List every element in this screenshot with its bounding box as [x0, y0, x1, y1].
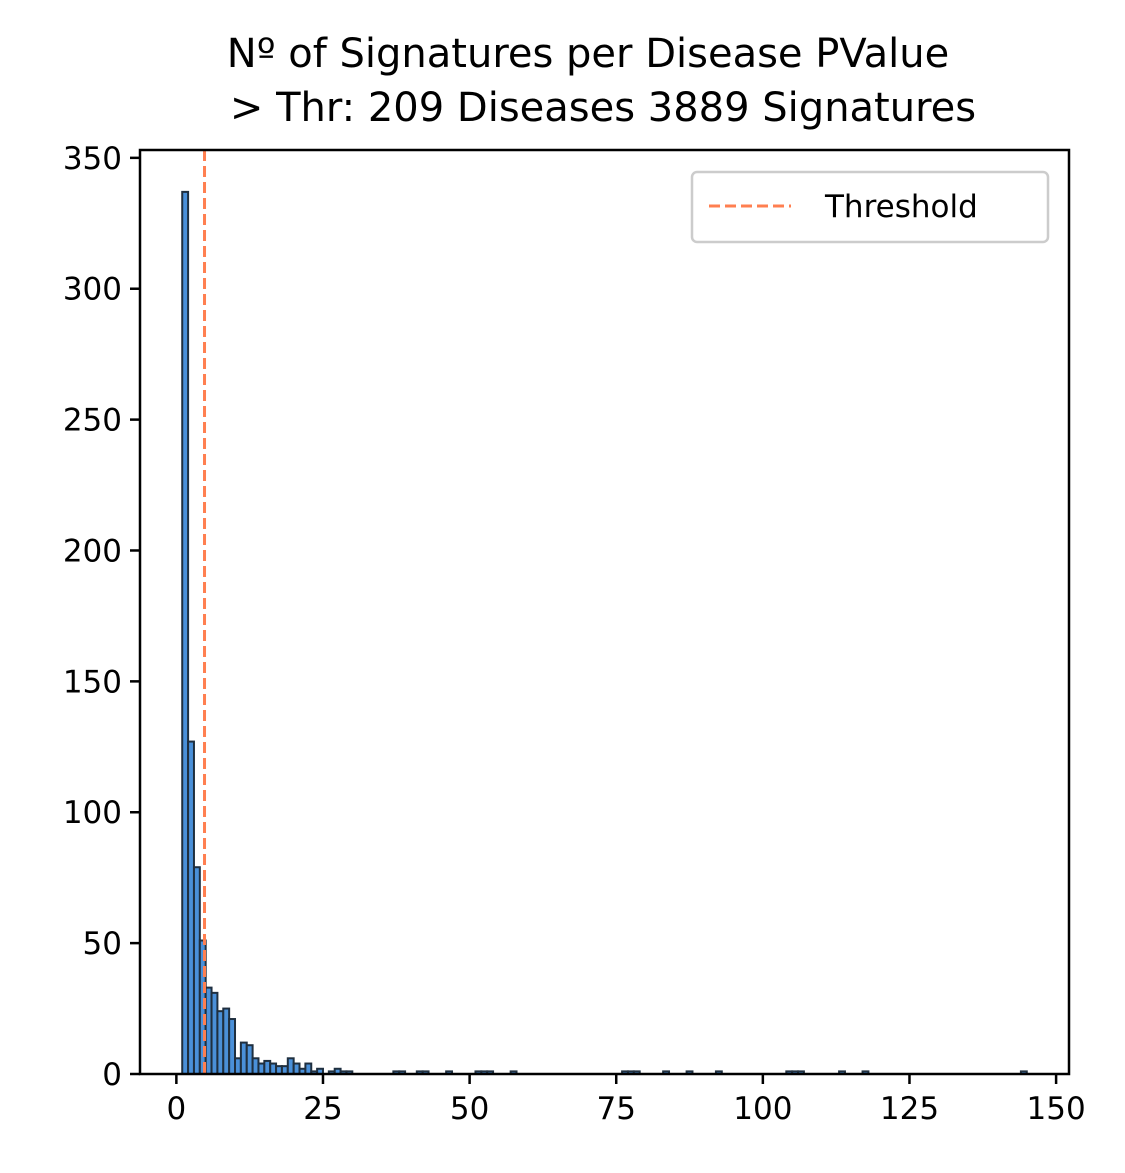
x-tick-label: 25	[303, 1091, 342, 1127]
x-tick-label: 0	[166, 1091, 186, 1127]
x-tick-label: 125	[880, 1091, 939, 1127]
chart-subtitle: > Thr: 209 Diseases 3889 Signatures	[230, 85, 976, 131]
y-tick-label: 250	[63, 403, 122, 439]
x-axis: 0 25 50 75 100 125 150	[166, 1074, 1086, 1127]
legend-box	[690, 170, 1050, 244]
chart-title: Nº of Signatures per Disease PValue	[227, 31, 949, 77]
x-tick-label: 75	[597, 1091, 636, 1127]
y-tick-label: 0	[102, 1057, 122, 1093]
y-tick-label: 200	[63, 533, 122, 569]
legend: Threshold	[690, 170, 1050, 244]
y-tick-label: 50	[83, 926, 122, 962]
y-axis: 0 50 100 150 200 250 300 350	[63, 141, 140, 1093]
y-tick-label: 350	[63, 141, 122, 177]
y-tick-label: 300	[63, 272, 122, 308]
legend-threshold-label: Threshold	[824, 189, 978, 225]
x-tick-label: 50	[450, 1091, 489, 1127]
x-tick-label: 100	[733, 1091, 792, 1127]
y-tick-label: 100	[63, 795, 122, 831]
bars-group	[181, 190, 1028, 1076]
x-tick-label: 150	[1027, 1091, 1086, 1127]
y-tick-label: 150	[63, 664, 122, 700]
plot-frame	[138, 148, 1071, 1076]
